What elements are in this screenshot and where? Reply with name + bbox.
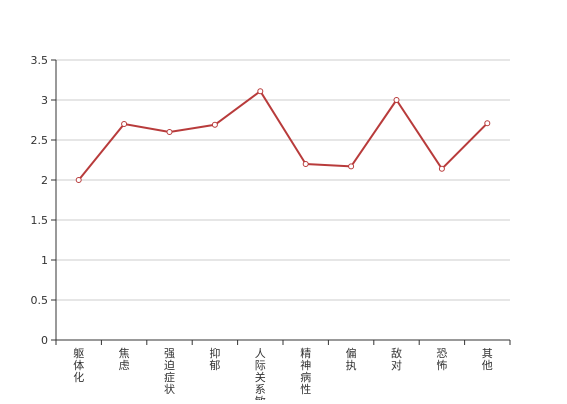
- x-tick-label: 强迫症状: [164, 347, 175, 396]
- y-tick-label: 1.5: [31, 214, 49, 227]
- y-tick-label: 3.5: [31, 54, 49, 67]
- x-tick-label: 恐怖: [436, 347, 447, 372]
- x-tick-label: 偏执: [346, 346, 357, 372]
- x-tick-label: 躯体化: [73, 347, 84, 384]
- x-tick-label: 人际关系敏感: [255, 347, 266, 400]
- data-point: [121, 121, 128, 127]
- x-tick-label: 焦虑: [119, 347, 130, 372]
- x-tick-labels: 躯体化 焦虑 强迫症状 抑郁 人际关系敏感 精神病性 偏执 敌对 恐怖 其他: [73, 346, 493, 404]
- data-point: [211, 121, 218, 128]
- data-point: [348, 163, 355, 170]
- data-point: [166, 129, 173, 135]
- data-point: [438, 165, 445, 172]
- series: [75, 88, 491, 183]
- x-tick-label: 精神病性: [300, 347, 311, 396]
- data-point: [484, 120, 491, 127]
- x-tick-label: 其他: [482, 347, 493, 372]
- x-tick-label: 敌对: [391, 346, 402, 372]
- data-point: [393, 97, 400, 103]
- data-point: [75, 177, 82, 183]
- y-tick-labels: 0 0.5 1 1.5 2 2.5 3 3.5: [31, 54, 49, 347]
- y-tick-label: 3: [41, 94, 48, 107]
- y-tick-label: 2.5: [31, 134, 49, 147]
- grid-lines: [56, 59, 510, 301]
- y-tick-label: 2: [41, 174, 48, 187]
- data-point: [257, 88, 264, 95]
- data-point: [302, 161, 309, 167]
- y-tick-label: 1: [41, 254, 48, 267]
- y-tick-label: 0.5: [31, 294, 49, 307]
- axes: [51, 59, 511, 345]
- x-tick-label: 抑郁: [209, 346, 220, 372]
- y-tick-label: 0: [41, 334, 48, 347]
- series-line: [77, 90, 489, 181]
